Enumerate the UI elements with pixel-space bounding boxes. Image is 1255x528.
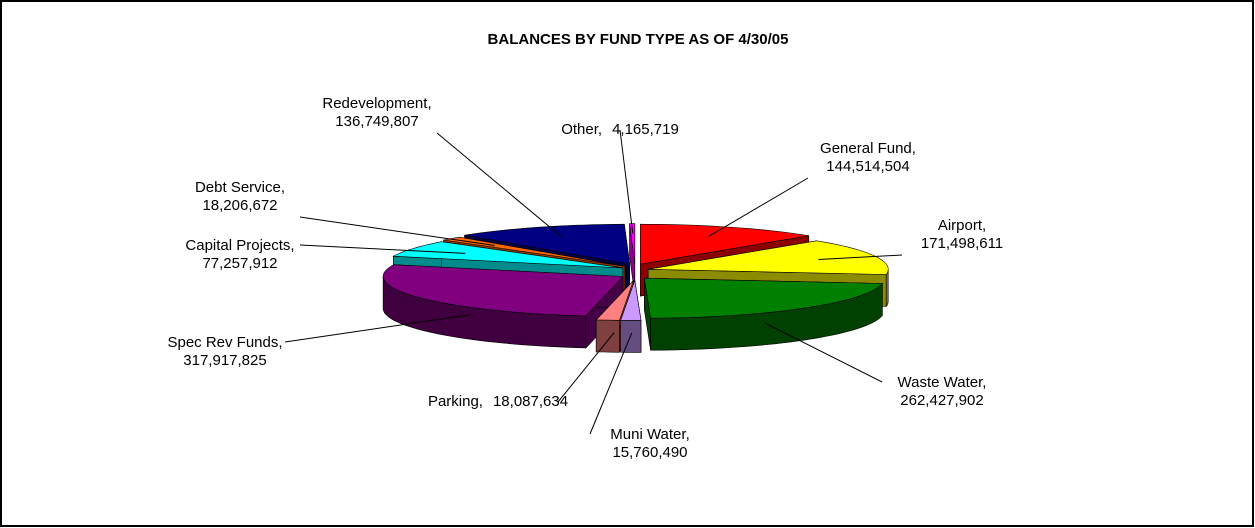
slice bbox=[644, 277, 883, 319]
leader-line bbox=[708, 177, 809, 237]
value-label: 144,514,504 bbox=[826, 158, 909, 175]
slice bbox=[382, 264, 624, 317]
category-label: General Fund, bbox=[820, 140, 916, 157]
value-label: 262,427,902 bbox=[900, 392, 983, 409]
leader-line bbox=[436, 132, 562, 237]
category-label: Other, bbox=[561, 121, 602, 138]
category-label: Airport, bbox=[938, 217, 986, 234]
value-label: 77,257,912 bbox=[202, 255, 277, 272]
slice bbox=[595, 280, 634, 321]
value-label: 18,206,672 bbox=[202, 197, 277, 214]
slice bbox=[620, 280, 642, 321]
slice-label: Parking, 18,087,634 bbox=[428, 393, 568, 410]
value-label: 4,165,719 bbox=[612, 121, 679, 138]
leader-line bbox=[818, 254, 903, 261]
pie-labels: General Fund,144,514,504 Airport,171,498,… bbox=[167, 95, 1003, 461]
slice-outer-wall bbox=[595, 319, 620, 353]
leader-line bbox=[764, 322, 883, 383]
leader-line bbox=[589, 332, 633, 435]
slice bbox=[392, 241, 623, 269]
category-label: Debt Service, bbox=[195, 179, 285, 196]
category-label: Redevelopment, bbox=[322, 95, 431, 112]
category-label: Capital Projects, bbox=[185, 237, 294, 254]
category-label: Parking, bbox=[428, 393, 483, 410]
value-label: 317,917,825 bbox=[183, 352, 266, 369]
leader-line bbox=[299, 216, 495, 246]
value-label: 15,760,490 bbox=[612, 444, 687, 461]
leader-line bbox=[299, 244, 466, 254]
category-label: Waste Water, bbox=[898, 374, 987, 391]
category-label: Muni Water, bbox=[610, 426, 689, 443]
leader-line bbox=[284, 314, 471, 343]
slice-label: Other, 4,165,719 bbox=[561, 121, 679, 138]
category-label: Spec Rev Funds, bbox=[167, 334, 282, 351]
pie-tops bbox=[382, 223, 889, 321]
leader-line bbox=[619, 129, 634, 234]
value-label: 171,498,611 bbox=[921, 235, 1003, 252]
value-label: 136,749,807 bbox=[335, 113, 418, 130]
value-label: 18,087,634 bbox=[493, 393, 568, 410]
slice bbox=[629, 223, 636, 264]
slice bbox=[639, 223, 809, 265]
chart-title: BALANCES BY FUND TYPE AS OF 4/30/05 bbox=[488, 31, 789, 48]
leader-line bbox=[557, 332, 615, 403]
slice-outer-wall bbox=[885, 269, 889, 308]
slice bbox=[464, 223, 631, 265]
